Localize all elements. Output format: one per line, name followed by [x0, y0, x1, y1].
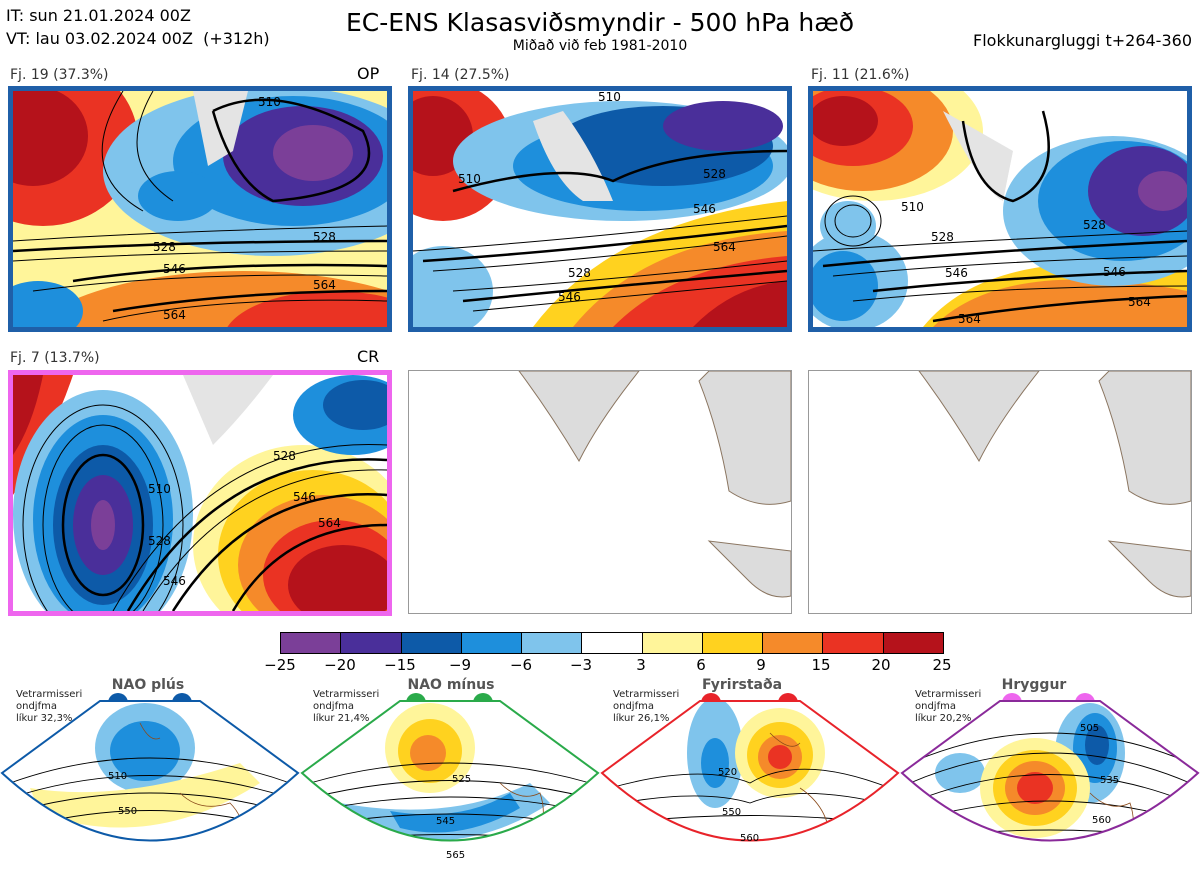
- colorbar-swatch: [642, 633, 703, 653]
- regime-3-title: Fyrirstaða: [701, 677, 783, 693]
- contour-label: 528: [931, 230, 954, 244]
- page-title: EC-ENS Klasasviðsmyndir - 500 hPa hæð: [345, 8, 855, 37]
- cluster-map-4[interactable]: 510 528 546 528 546 564: [8, 370, 392, 616]
- contour-label: 546: [293, 490, 316, 504]
- valid-time: VT: lau 03.02.2024 00Z (+312h): [6, 29, 270, 48]
- panel-2-label: Fj. 14 (27.5%): [411, 67, 510, 83]
- colorbar-label: −25: [264, 656, 296, 674]
- colorbar: [280, 632, 944, 654]
- contour-label: 528: [1083, 218, 1106, 232]
- contour-label: 510: [108, 771, 127, 782]
- init-time: IT: sun 21.01.2024 00Z: [6, 6, 191, 25]
- contour-label: 510: [148, 482, 171, 496]
- colorbar-swatch: [823, 633, 884, 653]
- contour-label: 560: [740, 833, 759, 844]
- colorbar-label: 15: [811, 656, 831, 674]
- run-info: IT: sun 21.01.2024 00Z VT: lau 03.02.2024…: [6, 4, 270, 50]
- regime-1-text: Vetrarmisseri ondjfma líkur 32,3%: [16, 689, 83, 724]
- regime-3-text: Vetrarmisseri ondjfma líkur 26,1%: [613, 689, 680, 724]
- contour-label: 520: [718, 767, 737, 778]
- regime-3-map[interactable]: 520 550 560: [600, 693, 900, 875]
- contour-label: 528: [703, 167, 726, 181]
- colorbar-label: −3: [569, 656, 593, 674]
- empty-map-6: [808, 370, 1192, 614]
- contour-label: 528: [273, 449, 296, 463]
- contour-label: 546: [163, 574, 186, 588]
- regime-1-title: NAO plús: [111, 677, 185, 693]
- contour-label: 560: [1092, 815, 1111, 826]
- contour-label: 546: [163, 262, 186, 276]
- colorbar-swatch: [461, 633, 523, 653]
- page-subtitle: Miðað við feb 1981-2010: [512, 38, 688, 54]
- colorbar-label: 9: [756, 656, 766, 674]
- contour-label: 510: [458, 172, 481, 186]
- cluster-map-1[interactable]: 528 546 564 510 528 564: [8, 86, 392, 332]
- colorbar-label: 25: [932, 656, 952, 674]
- colorbar-label: −6: [509, 656, 533, 674]
- contour-label: 546: [693, 202, 716, 216]
- contour-label: 510: [598, 91, 621, 104]
- contour-label: 550: [722, 807, 741, 818]
- contour-label: 564: [958, 312, 981, 326]
- contour-label: 546: [1103, 265, 1126, 279]
- contour-label: 564: [318, 516, 341, 530]
- panel-1-label: Fj. 19 (37.3%): [10, 67, 109, 83]
- regime-4-text: Vetrarmisseri ondjfma líkur 20,2%: [915, 689, 982, 724]
- colorbar-label: 6: [696, 656, 706, 674]
- contour-label: 510: [901, 200, 924, 214]
- panel-1-tag: OP: [357, 64, 380, 83]
- colorbar-swatch: [341, 633, 402, 653]
- regime-4-title: Hryggur: [1001, 677, 1067, 693]
- colorbar-label: −15: [384, 656, 416, 674]
- contour-label: 546: [945, 266, 968, 280]
- contour-label: 525: [452, 774, 471, 785]
- contour-label: 565: [446, 850, 465, 861]
- cluster-map-2[interactable]: 510 528 546 564 528 546 510: [408, 86, 792, 332]
- contour-label: 564: [713, 240, 736, 254]
- cluster-map-3[interactable]: 510 528 546 564 528 546 564: [808, 86, 1192, 332]
- regime-2-text: Vetrarmisseri ondjfma líkur 21,4%: [313, 689, 380, 724]
- contour-label: 528: [568, 266, 591, 280]
- contour-label: 564: [163, 308, 186, 322]
- colorbar-swatch: [582, 633, 643, 653]
- colorbar-swatch: [883, 633, 943, 653]
- regime-2-map[interactable]: 525 545 565: [300, 693, 600, 875]
- contour-label: 505: [1080, 723, 1099, 734]
- colorbar-swatch: [763, 633, 824, 653]
- panel-3-label: Fj. 11 (21.6%): [811, 67, 910, 83]
- contour-label: 564: [1128, 295, 1151, 309]
- colorbar-swatch: [401, 633, 462, 653]
- colorbar-label: 20: [871, 656, 891, 674]
- colorbar-label: −20: [324, 656, 356, 674]
- classification-window: Flokkunargluggi t+264-360: [973, 31, 1192, 50]
- contour-label: 528: [148, 534, 171, 548]
- colorbar-swatch: [702, 633, 764, 653]
- colorbar-label: −9: [448, 656, 472, 674]
- panel-4-tag: CR: [357, 347, 380, 366]
- regime-2-title: NAO mínus: [407, 677, 495, 693]
- contour-label: 528: [313, 230, 336, 244]
- contour-label: 564: [313, 278, 336, 292]
- panel-4-label: Fj. 7 (13.7%): [10, 350, 100, 366]
- regime-1-map[interactable]: 510 550: [0, 693, 300, 875]
- contour-label: 528: [153, 240, 176, 254]
- contour-label: 510: [258, 95, 281, 109]
- contour-label: 535: [1100, 775, 1119, 786]
- colorbar-label: 3: [636, 656, 646, 674]
- empty-map-5: [408, 370, 792, 614]
- contour-label: 545: [436, 816, 455, 827]
- colorbar-swatch: [281, 633, 342, 653]
- contour-label: 546: [558, 290, 581, 304]
- colorbar-swatch: [522, 633, 583, 653]
- contour-label: 550: [118, 806, 137, 817]
- regime-4-map[interactable]: 505 535 560: [900, 693, 1200, 875]
